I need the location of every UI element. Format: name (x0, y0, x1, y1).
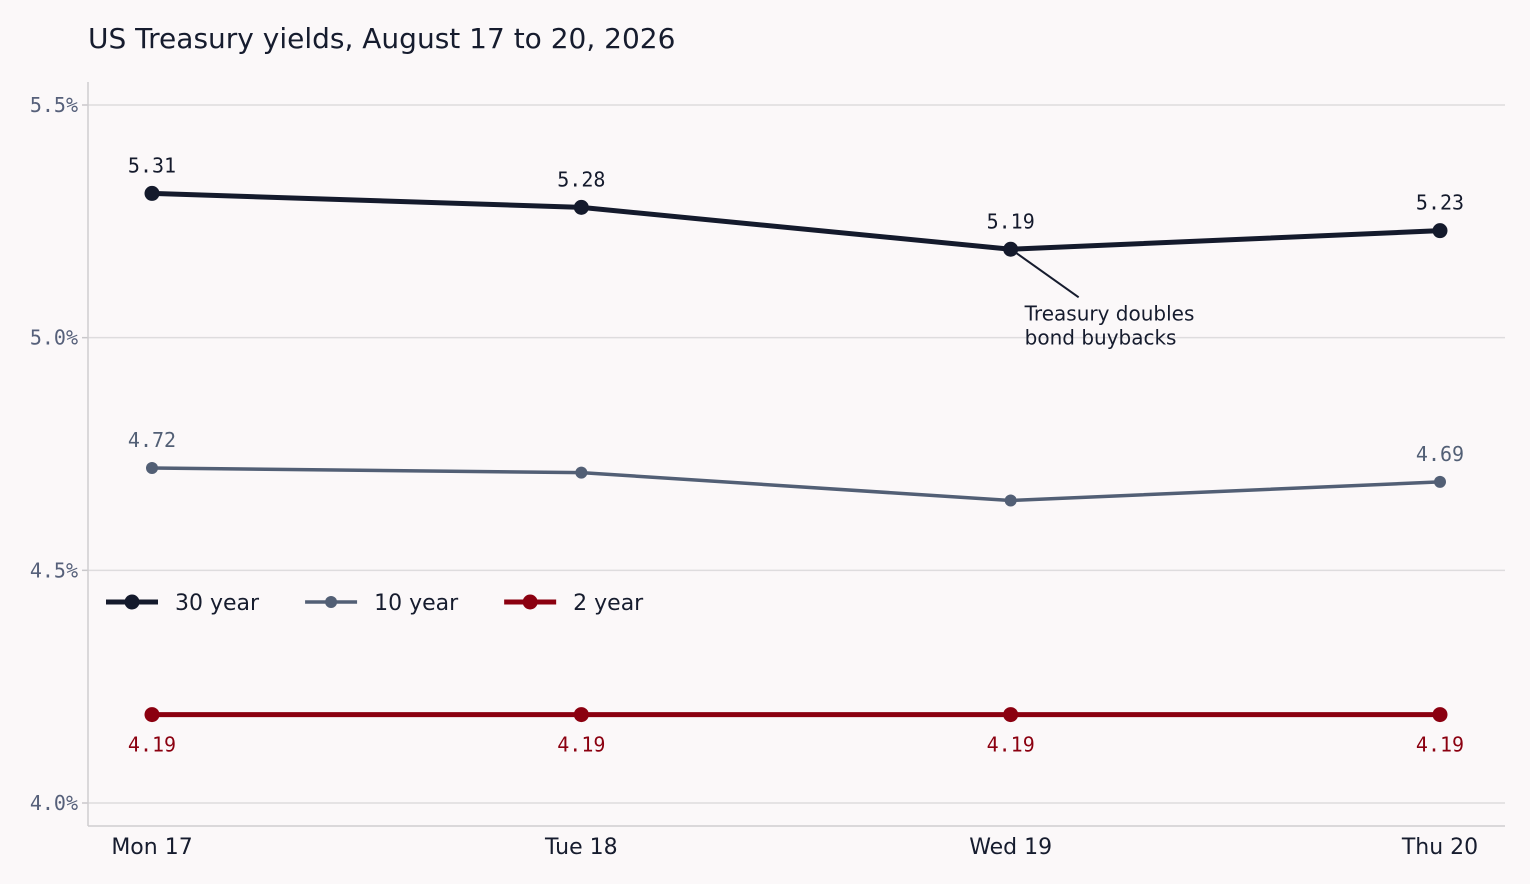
data-point-30-year (1003, 241, 1019, 257)
data-label-30-year: 5.31 (128, 153, 176, 177)
data-label-30-year: 5.28 (557, 167, 605, 191)
y-tick-label: 4.0% (30, 791, 78, 815)
legend-label: 2 year (573, 591, 644, 616)
x-tick-label: Wed 19 (969, 835, 1052, 860)
legend-item-2-year: 2 year (504, 591, 644, 616)
x-tick-label: Mon 17 (111, 835, 192, 860)
data-point-30-year (144, 185, 160, 201)
annotation-text: Treasury doubles (1024, 301, 1195, 325)
data-point-10-year (1004, 494, 1017, 507)
series-line-30-year (149, 190, 1443, 252)
legend-label: 10 year (374, 591, 459, 616)
legend-swatch-marker (522, 594, 538, 610)
data-point-30-year (573, 199, 589, 215)
data-label-2-year: 4.19 (128, 733, 176, 757)
data-label-10-year: 4.69 (1416, 442, 1464, 466)
data-point-2-year (573, 707, 589, 723)
y-tick-label: 4.5% (30, 558, 78, 582)
axes: 4.0% 4.5% 5.0% 5.5% Mon 17 Tue 18 Wed 19 Thu 20 (30, 82, 1505, 860)
data-label-2-year: 4.19 (557, 733, 605, 757)
data-point-30-year (1432, 223, 1448, 239)
y-tick-label: 5.5% (30, 93, 78, 117)
x-tick-label: Thu 20 (1401, 835, 1478, 860)
data-label-30-year: 5.19 (987, 209, 1035, 233)
data-label-2-year: 4.19 (1416, 733, 1464, 757)
legend-swatch-marker (124, 594, 140, 610)
x-tick-label: Tue 18 (544, 835, 618, 860)
data-point-10-year (146, 461, 158, 474)
series-30-year (144, 185, 1448, 257)
grid (88, 104, 1505, 804)
data-point-2-year (1432, 707, 1448, 723)
legend-label: 30 year (175, 591, 260, 616)
legend-item-10-year: 10 year (305, 591, 459, 616)
legend-item-30-year: 30 year (106, 591, 260, 616)
data-point-10-year (1434, 475, 1446, 488)
data-point-2-year (144, 707, 160, 723)
data-label-10-year: 4.72 (128, 428, 176, 452)
legend-swatch-marker (325, 596, 338, 608)
annotation-text: bond buybacks (1025, 325, 1177, 349)
series-line-10-year (150, 466, 1442, 503)
chart-title: US Treasury yields, August 17 to 20, 202… (88, 22, 675, 55)
legend: 30 year 10 year 2 year (106, 591, 644, 616)
series (144, 185, 1448, 723)
annotation-arrow (1016, 252, 1080, 299)
data-point-10-year (575, 466, 588, 479)
y-tick-label: 5.0% (30, 326, 78, 350)
series-2-year (144, 707, 1448, 723)
data-point-2-year (1003, 707, 1019, 723)
series-10-year (146, 461, 1446, 507)
data-label-30-year: 5.23 (1416, 191, 1464, 215)
data-label-2-year: 4.19 (987, 733, 1035, 757)
data-labels: 5.31 5.28 5.19 5.23 4.72 4.69 4.19 4.19 4.19 4.19 (128, 153, 1464, 756)
